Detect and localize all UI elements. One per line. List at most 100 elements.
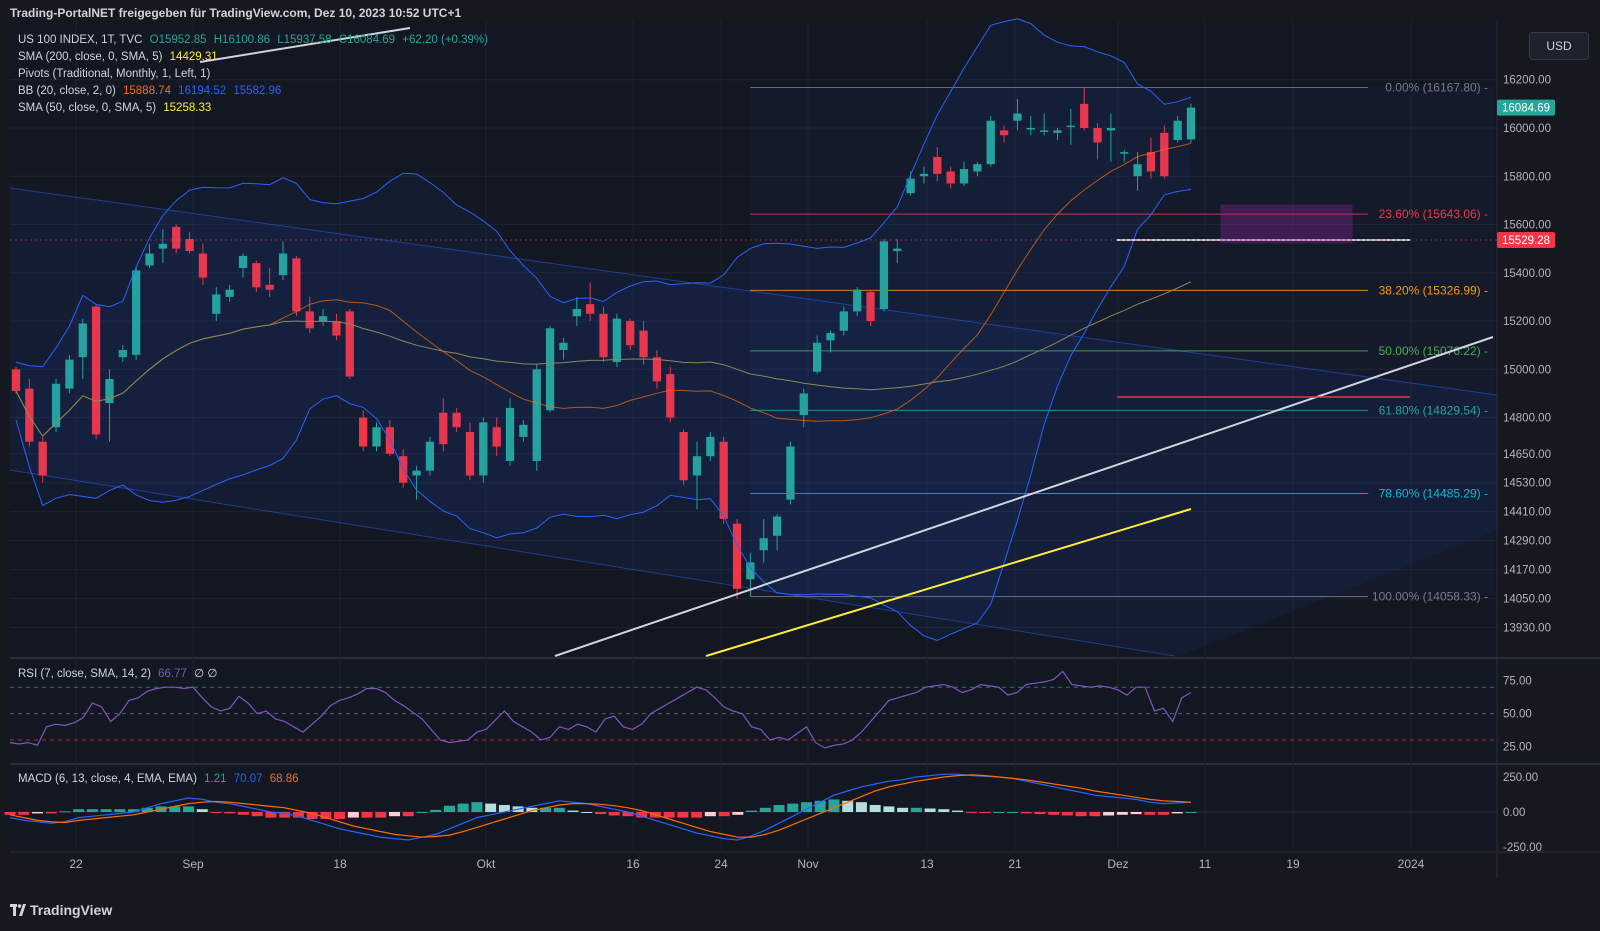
macd-histogram-bar	[457, 803, 469, 812]
candle-body	[465, 432, 475, 476]
low-value: L15937.58	[277, 34, 332, 46]
time-tick-label: Nov	[797, 857, 818, 871]
candle-body	[799, 393, 808, 416]
macd-histogram-bar	[196, 809, 208, 812]
candle-body	[746, 562, 755, 580]
price-tick-label: 15400.00	[1503, 268, 1551, 280]
symbol-legend: US 100 INDEX, 1T, TVC O15952.85 H16100.8…	[18, 34, 492, 46]
candle-body	[1120, 152, 1129, 154]
macd-histogram-bar	[86, 809, 98, 812]
fibonacci-level-label: 38.20% (15326.99) -	[1379, 283, 1488, 297]
macd-histogram-bar	[59, 811, 71, 813]
candle-body	[252, 263, 261, 288]
bb-legend[interactable]: BB (20, close, 2, 0) 15888.74 16194.52 1…	[18, 85, 285, 97]
bb-label: BB (20, close, 2, 0)	[18, 85, 116, 97]
candle-body	[919, 173, 929, 177]
last-price-tag	[1497, 99, 1555, 116]
candle-body	[866, 292, 875, 322]
macd-histogram-bar	[828, 799, 840, 812]
close-value: C16084.69	[338, 34, 396, 46]
candle-body	[65, 359, 74, 389]
tradingview-footer: TradingView	[10, 902, 112, 918]
sma200-value: 14429.31	[169, 51, 218, 63]
sma200-legend[interactable]: SMA (200, close, 0, SMA, 5) 14429.31	[18, 51, 222, 63]
macd-histogram-bar	[814, 800, 826, 812]
rsi-value: 66.77	[158, 668, 187, 680]
pivots-legend[interactable]: Pivots (Traditional, Monthly, 1, Left, 1…	[18, 68, 214, 80]
candle-body	[1106, 128, 1116, 131]
macd-histogram-bar	[1130, 812, 1142, 815]
price-tick-label: 16000.00	[1503, 123, 1551, 135]
macd-histogram-bar	[4, 812, 16, 815]
regression-upper-line	[9, 187, 1498, 396]
macd-legend[interactable]: MACD (6, 13, close, 4, EMA, EMA) 1.21 70…	[18, 773, 303, 785]
candle-body	[639, 330, 648, 358]
candle-body	[91, 306, 101, 435]
bb-upper-value: 16194.52	[178, 85, 227, 97]
candle-body	[505, 407, 515, 461]
candle-body	[772, 516, 782, 536]
macd-histogram-bar	[141, 807, 153, 812]
sma50-legend[interactable]: SMA (50, close, 0, SMA, 5) 15258.33	[18, 102, 215, 114]
macd-histogram-bar	[622, 812, 634, 817]
macd-histogram-bar	[320, 812, 332, 819]
crosshair-price-label: 15529.28	[1502, 235, 1550, 247]
candle-body	[212, 294, 221, 314]
fibonacci-level-label: 50.00% (15076.22) -	[1379, 344, 1488, 358]
candle-body	[78, 323, 87, 358]
macd-histogram-bar	[924, 808, 936, 812]
candle-body	[812, 342, 822, 372]
time-tick-label: 19	[1286, 857, 1300, 871]
time-tick-label: 13	[920, 857, 934, 871]
candle-body	[906, 178, 915, 194]
candle-body	[626, 321, 635, 346]
candle-body	[359, 417, 368, 447]
macd-histogram-bar	[224, 812, 236, 814]
candle-body	[1066, 125, 1075, 128]
rsi-tick-label: 25.00	[1503, 742, 1532, 754]
macd-histogram-bar	[897, 807, 909, 812]
candle-body	[412, 470, 421, 476]
candle-body	[1173, 120, 1182, 141]
rsi-legend[interactable]: RSI (7, close, SMA, 14, 2) 66.77 ∅ ∅	[18, 666, 221, 680]
candle-body	[586, 304, 595, 314]
macd-histogram-bar	[169, 806, 181, 812]
macd-line-value: 70.07	[233, 773, 263, 785]
macd-histogram-bar	[608, 812, 620, 816]
macd-histogram-bar	[361, 812, 373, 818]
macd-histogram-bar	[540, 807, 552, 812]
macd-histogram-bar	[498, 805, 510, 812]
bollinger-upper-line	[15, 18, 1192, 368]
candle-body	[1039, 130, 1049, 132]
currency-button[interactable]: USD	[1529, 32, 1589, 60]
price-tick-label: 16200.00	[1503, 75, 1551, 87]
candle-body	[1186, 107, 1196, 140]
rsi-line	[9, 670, 1192, 749]
candle-body	[839, 311, 848, 331]
macd-signal-line	[9, 774, 1192, 838]
regression-lower-line	[9, 469, 1176, 657]
candle-body	[452, 412, 461, 428]
macd-histogram-bar	[993, 812, 1005, 813]
macd-histogram-bar	[691, 812, 703, 818]
macd-tick-label: -250.00	[1503, 842, 1542, 854]
macd-histogram-bar	[1034, 812, 1046, 815]
macd-histogram-bar	[485, 803, 497, 812]
sma50-line	[15, 281, 1192, 437]
macd-histogram-bar	[402, 812, 414, 817]
candle-body	[679, 432, 688, 481]
candle-body	[692, 456, 702, 476]
price-tick-label: 13930.00	[1503, 622, 1551, 634]
change-value: +62.20 (+0.39%)	[402, 34, 488, 46]
main-pane	[10, 20, 1497, 656]
candle-body	[172, 226, 181, 249]
candle-body	[1160, 132, 1169, 177]
candle-body	[666, 374, 675, 418]
candle-body	[986, 120, 995, 165]
chart-header: Trading-PortalNET freigegeben für Tradin…	[10, 6, 462, 20]
macd-histogram-bar	[1144, 812, 1156, 815]
candle-body	[278, 253, 288, 276]
candle-body	[652, 357, 662, 382]
macd-histogram-bar	[567, 810, 579, 812]
